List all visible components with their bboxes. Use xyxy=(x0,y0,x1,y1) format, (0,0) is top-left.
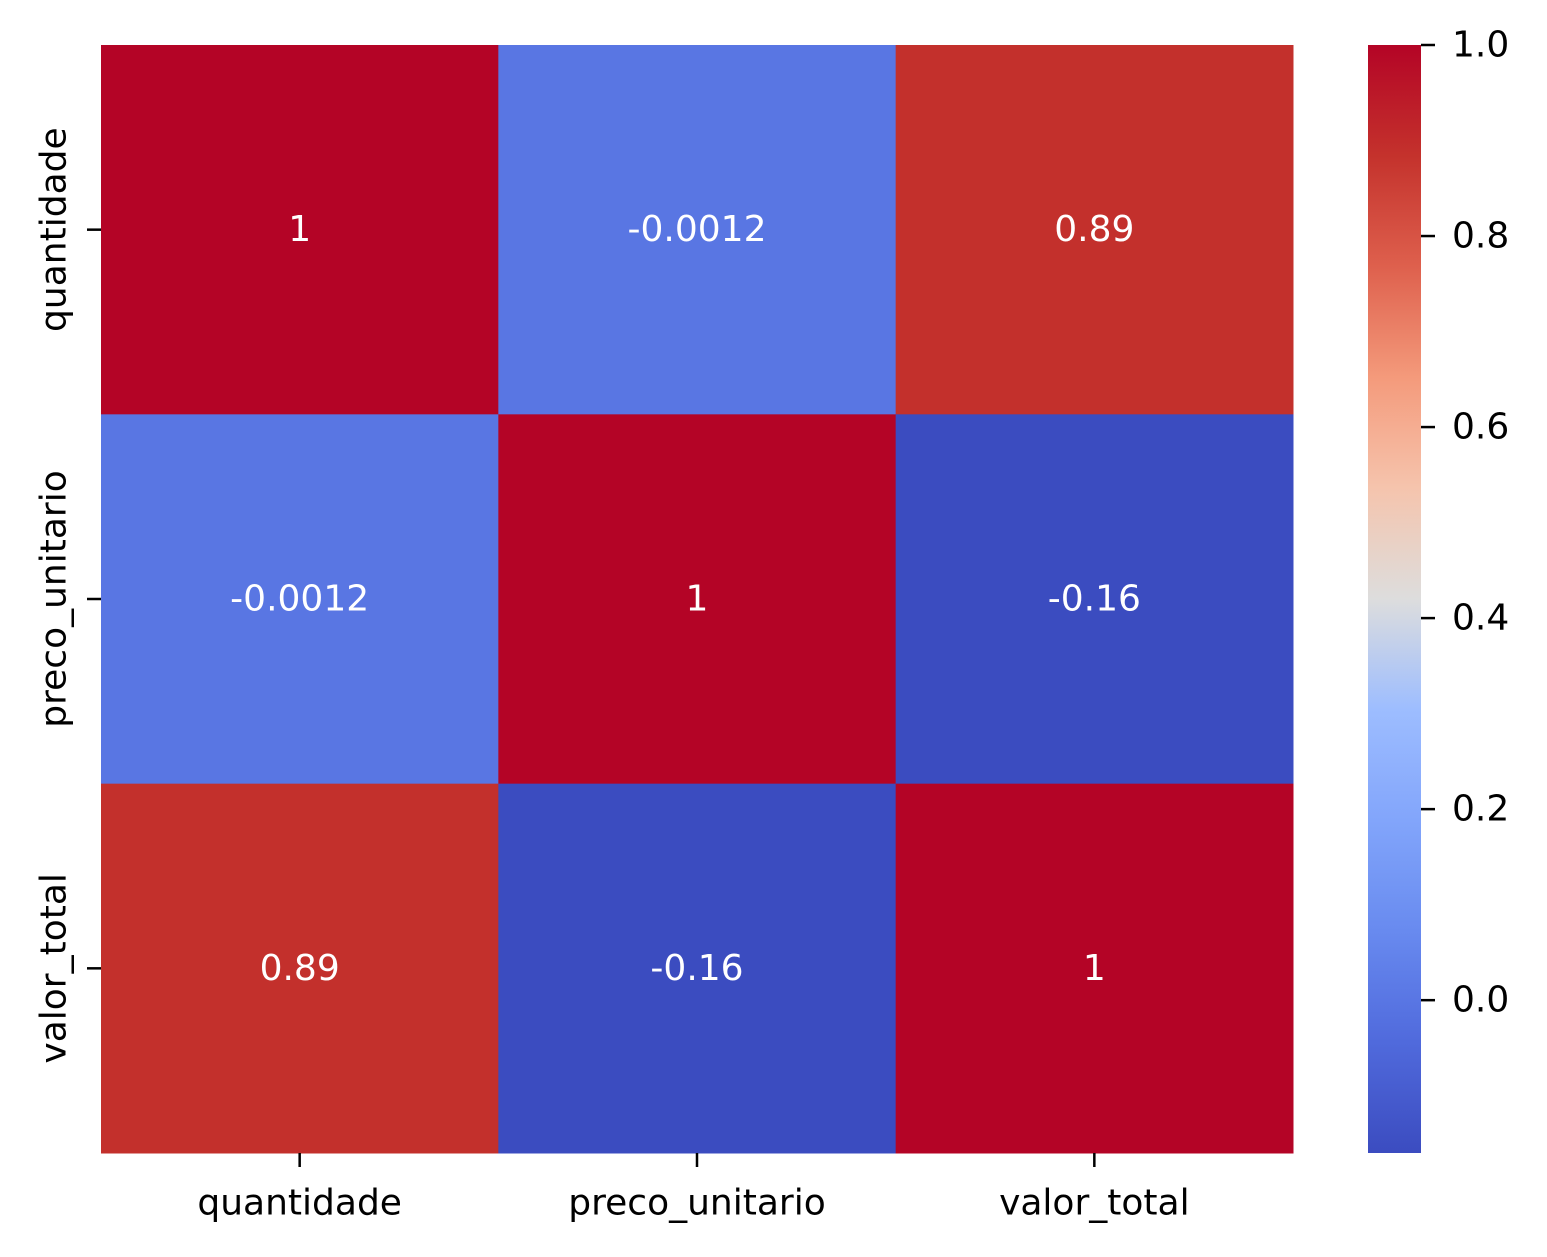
cell-annotation: 1 xyxy=(1083,948,1106,989)
cell-annotation: -0.16 xyxy=(650,948,743,989)
y-tick-label: quantidade xyxy=(34,127,75,332)
colorbar-tick-label: 0.2 xyxy=(1452,789,1509,830)
x-tick-label: preco_unitario xyxy=(568,1183,825,1224)
colorbar-tick-label: 0.8 xyxy=(1452,216,1509,257)
x-tick-label: valor_total xyxy=(999,1183,1190,1224)
heatmap-cell-quantidade-quantidade xyxy=(101,45,499,415)
heatmap-cell-valor_total-valor_total xyxy=(895,783,1294,1154)
heatmap-cell-valor_total-quantidade xyxy=(101,783,499,1154)
y-tick-label: valor_total xyxy=(34,873,75,1064)
heatmap-cell-preco_unitario-preco_unitario xyxy=(498,414,897,785)
heatmap-cell-valor_total-preco_unitario xyxy=(498,783,897,1154)
cell-annotation: 1 xyxy=(288,209,311,250)
cell-annotation: 1 xyxy=(686,579,709,620)
y-axis: quantidade preco_unitario valor_total xyxy=(34,127,101,1064)
cell-annotation: 0.89 xyxy=(1054,209,1134,250)
colorbar-tick-label: 0.0 xyxy=(1452,980,1509,1021)
heatmap-cells xyxy=(101,45,1294,1154)
heatmap-cell-quantidade-valor_total xyxy=(895,45,1294,415)
heatmap-cell-preco_unitario-quantidade xyxy=(101,414,499,785)
cell-annotation: -0.16 xyxy=(1048,579,1141,620)
x-tick-label: quantidade xyxy=(197,1183,402,1224)
colorbar-axis: 0.0 0.2 0.4 0.6 0.8 1.0 xyxy=(1421,25,1509,1021)
heatmap-annotations: 1 -0.0012 0.89 -0.0012 1 -0.16 0.89 -0.16 1 xyxy=(230,209,1141,989)
cell-annotation: 0.89 xyxy=(260,948,340,989)
colorbar-tick-label: 1.0 xyxy=(1452,25,1509,66)
y-tick-label: preco_unitario xyxy=(34,470,75,727)
heatmap-cell-preco_unitario-valor_total xyxy=(895,414,1294,785)
x-axis: quantidade preco_unitario valor_total xyxy=(197,1153,1190,1224)
cell-annotation: -0.0012 xyxy=(628,209,767,250)
colorbar-tick-label: 0.6 xyxy=(1452,407,1509,448)
heatmap-cell-quantidade-preco_unitario xyxy=(498,45,897,415)
colorbar xyxy=(1368,45,1421,1153)
colorbar-tick-label: 0.4 xyxy=(1452,598,1509,639)
cell-annotation: -0.0012 xyxy=(230,579,369,620)
